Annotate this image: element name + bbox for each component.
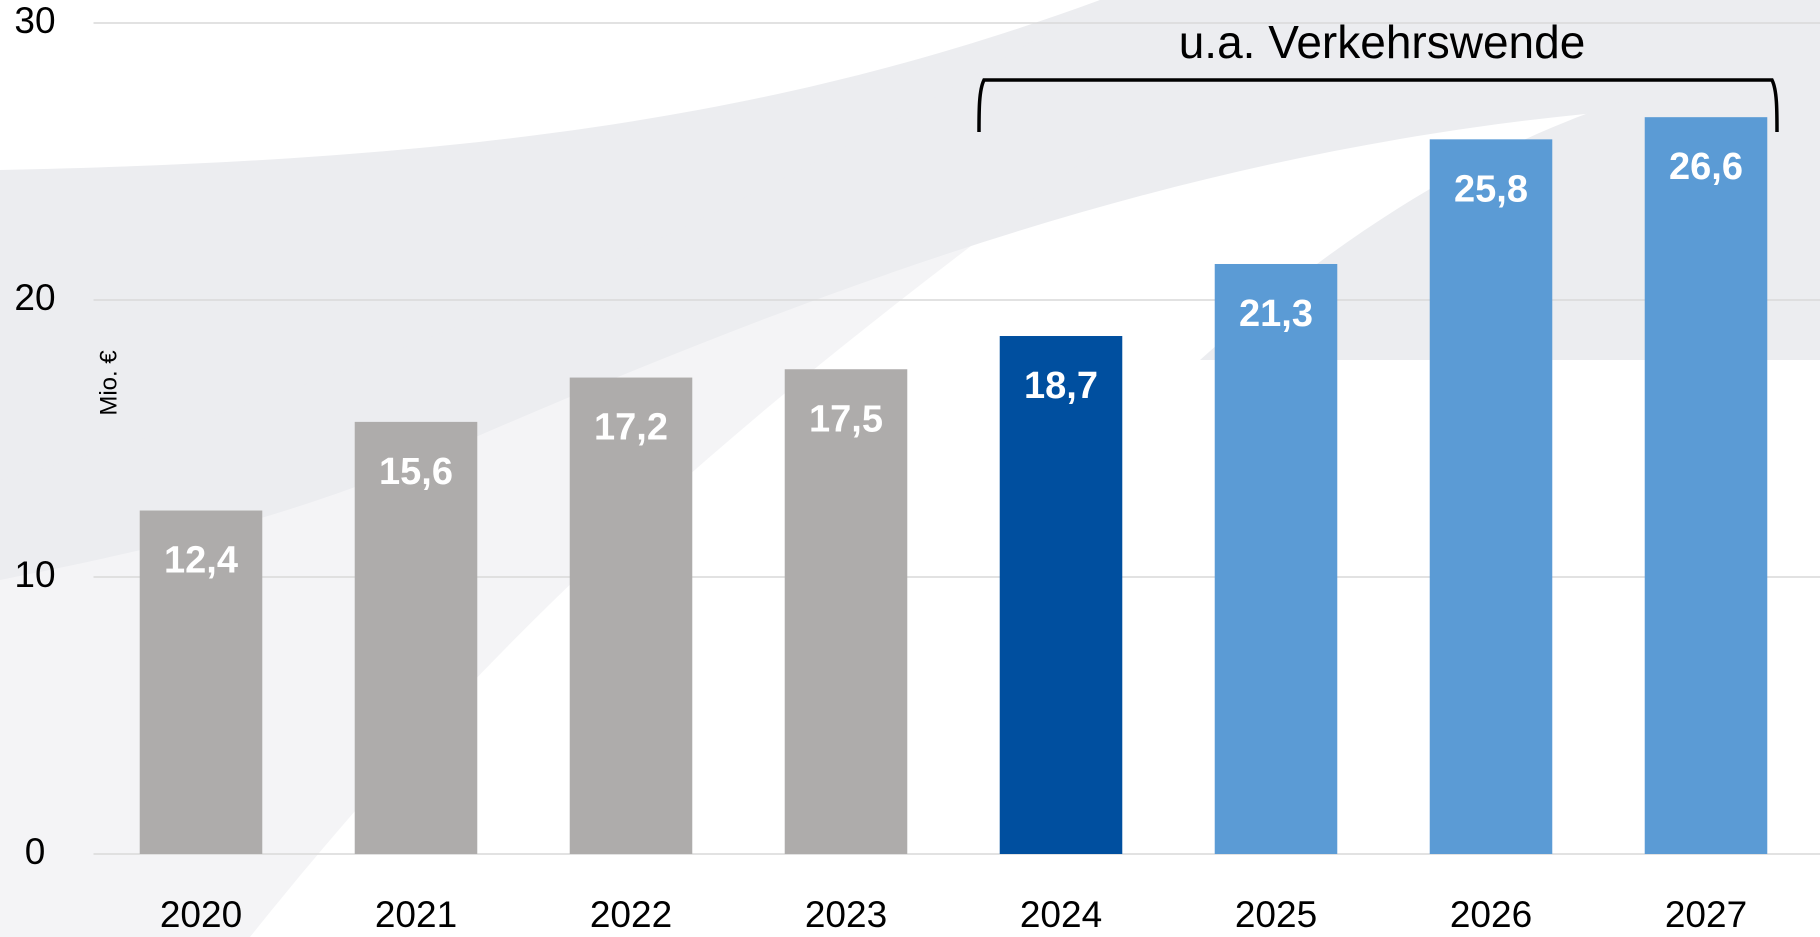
x-tick-label: 2023 — [805, 894, 887, 935]
bar — [1429, 139, 1553, 855]
bar — [1214, 263, 1338, 854]
value-label: 17,5 — [809, 398, 883, 440]
annotation: u.a. Verkehrswende — [1179, 16, 1586, 68]
bar — [139, 510, 263, 854]
value-label: 25,8 — [1454, 168, 1528, 210]
value-label: 21,3 — [1239, 293, 1313, 335]
bar — [354, 421, 478, 854]
bar — [1644, 117, 1768, 855]
x-tick-label: 2021 — [375, 894, 457, 935]
value-label: 26,6 — [1669, 146, 1743, 188]
y-axis-label: Mio. € — [95, 350, 122, 416]
bar — [569, 377, 693, 854]
value-label: 15,6 — [379, 451, 453, 493]
value-label: 17,2 — [594, 407, 668, 449]
x-tick-label: 2027 — [1665, 894, 1747, 935]
x-tick-label: 2020 — [160, 894, 242, 935]
y-tick-label: 10 — [14, 554, 55, 595]
bar — [999, 336, 1123, 854]
y-tick-label: 20 — [14, 277, 55, 318]
x-tick-label: 2022 — [590, 894, 672, 935]
y-tick-label: 30 — [14, 0, 55, 41]
bar — [784, 369, 908, 854]
y-tick-label: 0 — [25, 831, 46, 872]
x-tick-label: 2024 — [1020, 894, 1102, 935]
bracket — [977, 78, 1779, 133]
x-tick-label: 2026 — [1450, 894, 1532, 935]
value-label: 12,4 — [164, 540, 238, 582]
x-tick-label: 2025 — [1235, 894, 1317, 935]
value-label: 18,7 — [1024, 365, 1098, 407]
